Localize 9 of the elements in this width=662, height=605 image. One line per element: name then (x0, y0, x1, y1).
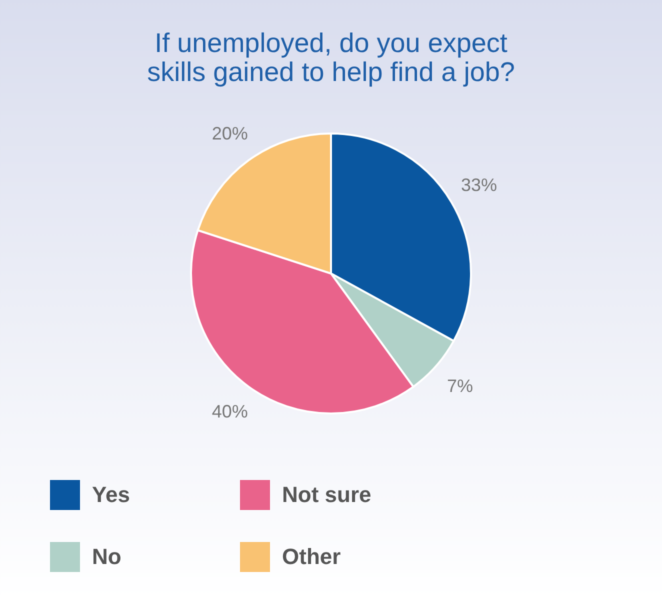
slice-label: Not sure (282, 482, 372, 508)
chart-title: If unemployed, do you expect skills gained to help find a job? (147, 28, 515, 87)
data-label: 40% (212, 402, 248, 422)
legend-label: Other (282, 544, 341, 570)
data-label: 20% (212, 123, 248, 144)
legend-label: No (92, 544, 122, 570)
data-label: 33% (461, 174, 498, 195)
legend-label: Yes (92, 482, 130, 508)
data-label: 7% (447, 376, 474, 396)
